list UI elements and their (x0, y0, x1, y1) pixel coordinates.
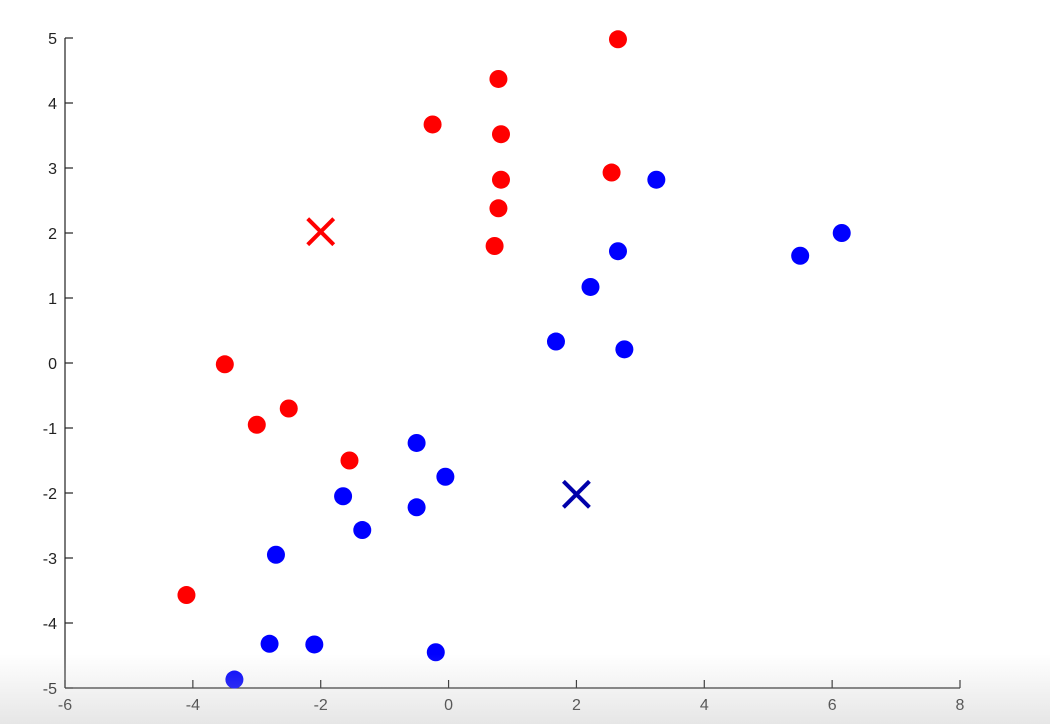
x-tick-label: 2 (572, 697, 581, 714)
y-tick-label: 2 (48, 226, 57, 243)
blue-data-point (353, 521, 372, 540)
y-tick-label: 0 (48, 356, 57, 373)
blue-data-point (615, 340, 634, 359)
y-tick-label: 4 (48, 96, 57, 113)
y-tick-label: -2 (43, 486, 57, 503)
red-centroid-marker (306, 217, 336, 247)
blue-data-point (225, 670, 244, 689)
red-data-point (340, 451, 359, 470)
x-tick-label: -4 (186, 697, 200, 714)
x-tick-label: 0 (444, 697, 453, 714)
centroid-markers (306, 217, 591, 509)
blue-data-point (608, 242, 627, 261)
red-data-point (491, 170, 510, 189)
blue-data-point (407, 433, 426, 452)
blue-data-point (260, 634, 279, 653)
y-tick-label: 5 (48, 31, 57, 48)
red-data-point (608, 30, 627, 49)
x-tick-label: -2 (314, 697, 328, 714)
red-data-point (247, 415, 266, 434)
y-tick-label: -4 (43, 616, 57, 633)
blue-data-point (407, 498, 426, 517)
blue-data-point (426, 643, 445, 662)
red-data-point (423, 115, 442, 134)
blue-data-point (334, 487, 353, 506)
red-data-point (602, 163, 621, 182)
red-data-point (489, 69, 508, 88)
y-tick-label: 3 (48, 161, 57, 178)
blue-data-point (305, 635, 324, 654)
red-data-point (279, 399, 298, 418)
data-points (177, 30, 851, 689)
red-data-point (485, 237, 504, 255)
red-data-point (491, 125, 510, 144)
blue-data-point (266, 545, 285, 564)
blue-data-point (436, 467, 455, 486)
x-tick-label: 8 (956, 697, 965, 714)
y-tick-label: -5 (43, 681, 57, 698)
x-tick-label: 6 (828, 697, 837, 714)
red-data-point (215, 355, 234, 374)
red-data-point (489, 199, 508, 218)
blue-data-point (791, 246, 810, 265)
axes: -6 -4 -2 0 2 4 6 8 -5 -4 -3 -2 -1 0 1 2 3 4 5 (43, 31, 965, 714)
red-data-point (177, 586, 196, 605)
y-tick-label: -1 (43, 421, 57, 438)
blue-data-point (546, 332, 565, 351)
blue-centroid-marker (562, 479, 591, 509)
blue-data-point (581, 277, 600, 296)
x-tick-label: 4 (700, 697, 709, 714)
y-tick-label: -3 (43, 551, 57, 568)
y-tick-label: 1 (48, 291, 57, 308)
blue-data-point (832, 224, 851, 242)
blue-data-point (647, 170, 666, 189)
x-tick-label: -6 (58, 697, 72, 714)
